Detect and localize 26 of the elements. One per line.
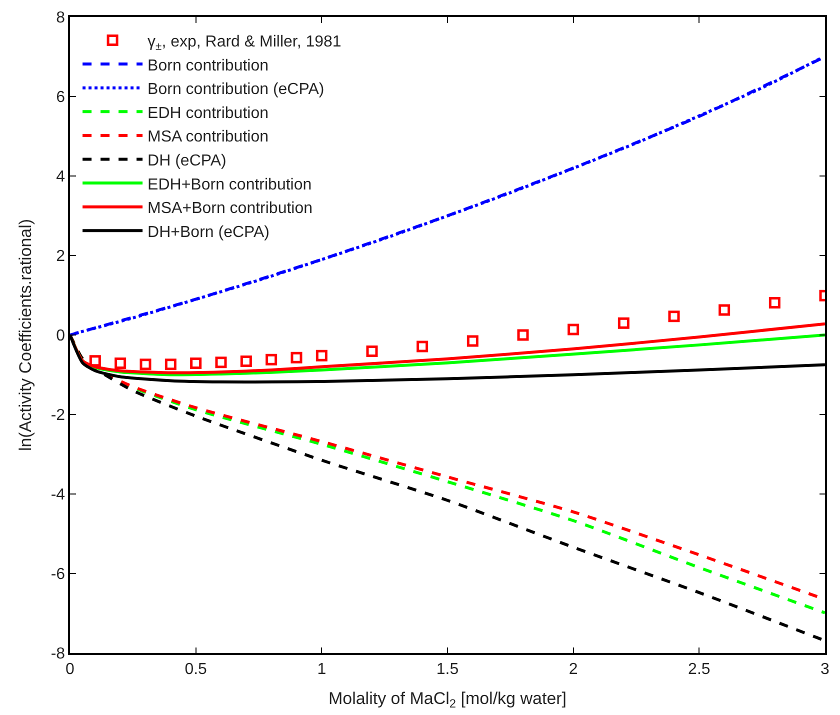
y-tick-label: -2: [50, 407, 66, 424]
legend-label: EDH+Born contribution: [148, 176, 312, 194]
y-tick-label: -4: [50, 486, 66, 504]
legend-label: Born contribution (eCPA): [148, 81, 324, 98]
x-tick-label: 2: [568, 660, 578, 678]
legend-label: EDH contribution: [148, 104, 269, 122]
x-tick-label: 1.5: [436, 660, 459, 678]
legend-label: DH+Born (eCPA): [148, 224, 270, 241]
y-tick-label: 0: [56, 328, 66, 345]
y-tick-label: -8: [50, 646, 66, 663]
legend-label: Born contribution: [148, 57, 269, 74]
y-tick-label: 6: [56, 89, 66, 106]
legend-label: MSA contribution: [148, 128, 269, 146]
y-tick-label: -6: [50, 566, 66, 584]
legend-label: γ$_{±}$, exp, Rard & Miller, 1981: [148, 34, 342, 53]
x-tick-label: 3: [820, 660, 830, 678]
y-tick-label: 8: [56, 10, 66, 27]
legend-label: MSA+Born contribution: [148, 200, 313, 218]
x-tick-label: 2.5: [688, 660, 710, 678]
x-tick-label: 1: [317, 660, 326, 678]
x-tick-label: 0.5: [184, 660, 208, 678]
legend-label: DH (eCPA): [148, 152, 226, 170]
y-tick-label: 4: [56, 168, 66, 186]
x-axis-title: Molality of MaCl$_{2}$ [mol/kg water]: [328, 688, 567, 710]
y-tick-label: 2: [56, 248, 66, 266]
y-axis-title: ln(Activity Coefficients.rational): [16, 218, 35, 452]
